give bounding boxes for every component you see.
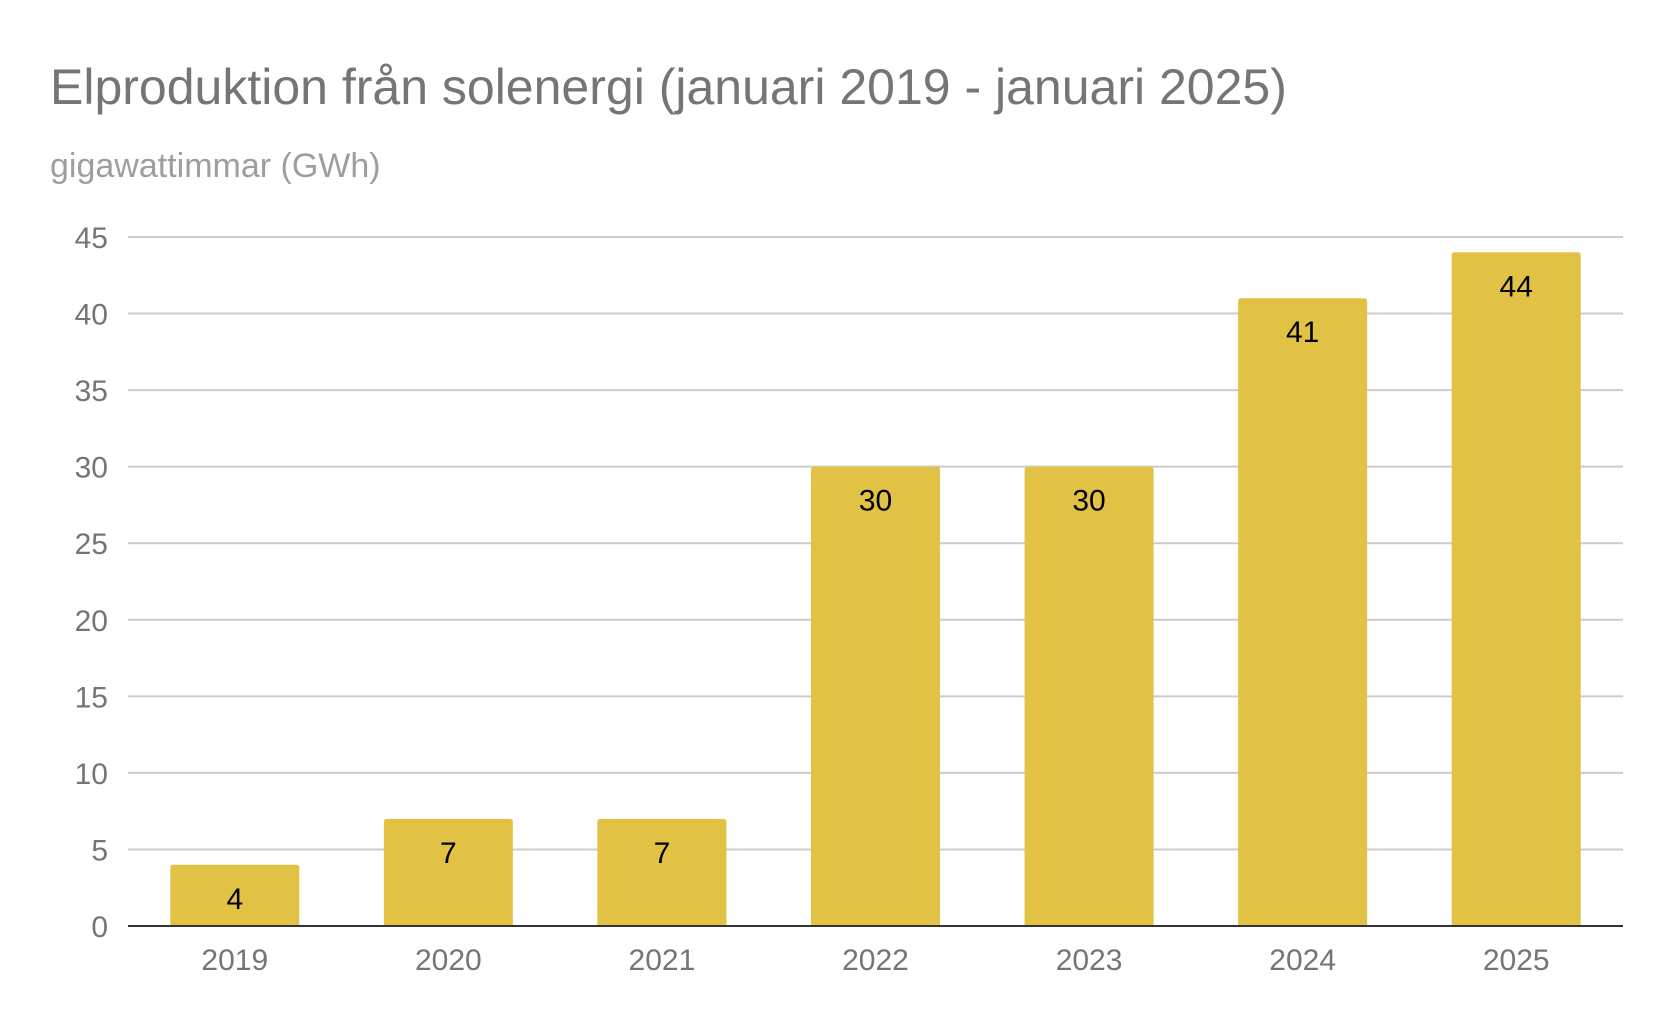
bar-2025 [1451, 252, 1581, 927]
data-label-2020: 7 [440, 837, 457, 870]
bar-2019 [170, 864, 300, 926]
x-tick-label: 2020 [415, 944, 482, 977]
bar-2023 [1024, 466, 1154, 926]
data-label-2022: 30 [859, 485, 892, 518]
data-label-2024: 41 [1286, 316, 1319, 349]
x-tick-label: 2021 [629, 944, 696, 977]
y-tick-label: 10 [75, 758, 108, 791]
data-labels: 4 7 7 30 30 41 44 [226, 270, 1532, 915]
bar-2024 [1238, 298, 1368, 926]
data-label-2025: 44 [1500, 270, 1533, 303]
x-tick-label: 2019 [201, 944, 268, 977]
chart-subtitle: gigawattimmar (GWh) [50, 147, 381, 185]
x-axis: 2019 2020 2021 2022 2023 2024 2025 [201, 944, 1549, 977]
y-tick-label: 40 [75, 299, 108, 332]
y-axis: 0 5 10 15 20 25 30 35 40 45 [75, 222, 108, 944]
bar-2021 [597, 818, 727, 926]
y-tick-label: 35 [75, 375, 108, 408]
data-label-2023: 30 [1072, 485, 1105, 518]
x-tick-label: 2025 [1483, 944, 1550, 977]
bar-2020 [383, 818, 513, 926]
x-tick-label: 2024 [1269, 944, 1336, 977]
y-tick-label: 0 [91, 911, 108, 944]
x-tick-label: 2022 [842, 944, 909, 977]
y-tick-label: 15 [75, 681, 108, 714]
bar-2022 [811, 466, 940, 926]
x-tick-label: 2023 [1056, 944, 1123, 977]
chart-title: Elproduktion från solenergi (januari 201… [50, 59, 1287, 115]
y-tick-label: 45 [75, 222, 108, 255]
bars [170, 252, 1581, 927]
y-tick-label: 20 [75, 605, 108, 638]
y-tick-label: 5 [91, 834, 108, 867]
data-label-2019: 4 [226, 883, 243, 916]
y-tick-label: 25 [75, 528, 108, 561]
data-label-2021: 7 [654, 837, 671, 870]
y-tick-label: 30 [75, 452, 108, 485]
